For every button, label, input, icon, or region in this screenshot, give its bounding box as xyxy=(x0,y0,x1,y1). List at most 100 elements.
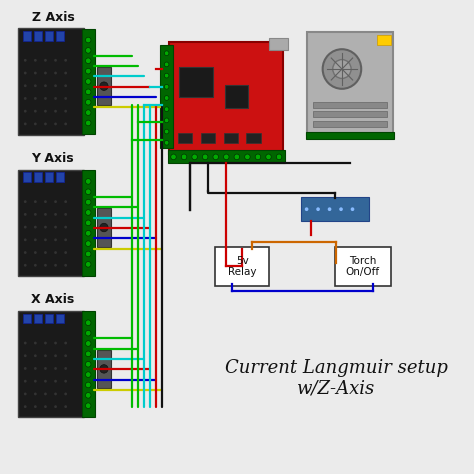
Circle shape xyxy=(85,220,91,226)
Circle shape xyxy=(24,72,27,74)
Circle shape xyxy=(164,73,169,78)
Circle shape xyxy=(64,110,67,113)
FancyBboxPatch shape xyxy=(215,247,269,286)
Circle shape xyxy=(34,342,36,345)
Circle shape xyxy=(34,405,36,408)
FancyBboxPatch shape xyxy=(18,28,84,135)
FancyBboxPatch shape xyxy=(45,314,53,323)
Circle shape xyxy=(85,392,91,398)
Circle shape xyxy=(54,264,57,267)
Circle shape xyxy=(245,154,250,160)
FancyBboxPatch shape xyxy=(23,173,31,182)
Circle shape xyxy=(85,58,91,64)
Circle shape xyxy=(34,97,36,100)
Circle shape xyxy=(64,405,67,408)
FancyBboxPatch shape xyxy=(224,133,238,143)
Circle shape xyxy=(323,49,361,89)
FancyBboxPatch shape xyxy=(56,173,64,182)
Circle shape xyxy=(54,84,57,87)
Circle shape xyxy=(164,140,169,145)
Circle shape xyxy=(34,213,36,216)
FancyBboxPatch shape xyxy=(34,31,42,40)
Circle shape xyxy=(34,238,36,241)
FancyBboxPatch shape xyxy=(377,35,391,45)
FancyBboxPatch shape xyxy=(82,29,95,134)
Circle shape xyxy=(24,405,27,408)
Circle shape xyxy=(44,264,47,267)
Circle shape xyxy=(164,51,169,55)
Circle shape xyxy=(44,405,47,408)
Circle shape xyxy=(64,367,67,370)
Circle shape xyxy=(54,405,57,408)
FancyBboxPatch shape xyxy=(180,67,213,97)
Circle shape xyxy=(34,226,36,228)
Circle shape xyxy=(64,213,67,216)
Circle shape xyxy=(202,154,208,160)
Text: Current Langmuir setup
w/Z-Axis: Current Langmuir setup w/Z-Axis xyxy=(225,359,448,398)
Circle shape xyxy=(54,213,57,216)
FancyBboxPatch shape xyxy=(45,173,53,182)
Circle shape xyxy=(54,392,57,395)
Circle shape xyxy=(85,189,91,195)
Circle shape xyxy=(34,367,36,370)
Circle shape xyxy=(44,226,47,228)
FancyBboxPatch shape xyxy=(34,173,42,182)
Circle shape xyxy=(44,251,47,254)
Circle shape xyxy=(351,207,355,211)
FancyBboxPatch shape xyxy=(82,170,95,276)
Circle shape xyxy=(64,251,67,254)
FancyBboxPatch shape xyxy=(97,209,111,246)
Circle shape xyxy=(85,320,91,326)
Circle shape xyxy=(64,97,67,100)
Circle shape xyxy=(164,62,169,67)
Circle shape xyxy=(24,110,27,113)
Text: Torch
On/Off: Torch On/Off xyxy=(346,255,380,277)
Circle shape xyxy=(213,154,219,160)
Circle shape xyxy=(54,226,57,228)
Circle shape xyxy=(181,154,187,160)
Circle shape xyxy=(64,84,67,87)
Circle shape xyxy=(85,179,91,184)
Circle shape xyxy=(64,72,67,74)
Circle shape xyxy=(85,47,91,53)
Circle shape xyxy=(64,59,67,62)
Circle shape xyxy=(44,110,47,113)
FancyBboxPatch shape xyxy=(246,133,261,143)
Circle shape xyxy=(24,200,27,203)
Circle shape xyxy=(276,154,282,160)
Circle shape xyxy=(24,226,27,228)
FancyBboxPatch shape xyxy=(201,133,215,143)
Circle shape xyxy=(44,238,47,241)
Circle shape xyxy=(24,355,27,357)
FancyBboxPatch shape xyxy=(56,314,64,323)
Circle shape xyxy=(234,154,239,160)
Circle shape xyxy=(54,355,57,357)
Circle shape xyxy=(85,330,91,336)
Circle shape xyxy=(54,251,57,254)
Circle shape xyxy=(24,213,27,216)
Circle shape xyxy=(339,207,343,211)
Circle shape xyxy=(85,251,91,257)
Circle shape xyxy=(44,355,47,357)
Circle shape xyxy=(34,122,36,125)
Circle shape xyxy=(266,154,271,160)
Circle shape xyxy=(85,120,91,126)
Circle shape xyxy=(54,238,57,241)
FancyBboxPatch shape xyxy=(45,31,53,40)
Circle shape xyxy=(85,403,91,409)
FancyBboxPatch shape xyxy=(335,247,391,286)
Text: Y Axis: Y Axis xyxy=(32,152,74,165)
Circle shape xyxy=(64,355,67,357)
FancyBboxPatch shape xyxy=(23,314,31,323)
Circle shape xyxy=(44,59,47,62)
Circle shape xyxy=(54,367,57,370)
Circle shape xyxy=(255,154,261,160)
FancyBboxPatch shape xyxy=(313,120,387,127)
Circle shape xyxy=(24,392,27,395)
FancyBboxPatch shape xyxy=(34,314,42,323)
Circle shape xyxy=(24,238,27,241)
Circle shape xyxy=(224,154,229,160)
FancyBboxPatch shape xyxy=(306,132,394,139)
FancyBboxPatch shape xyxy=(82,311,95,417)
Circle shape xyxy=(64,264,67,267)
